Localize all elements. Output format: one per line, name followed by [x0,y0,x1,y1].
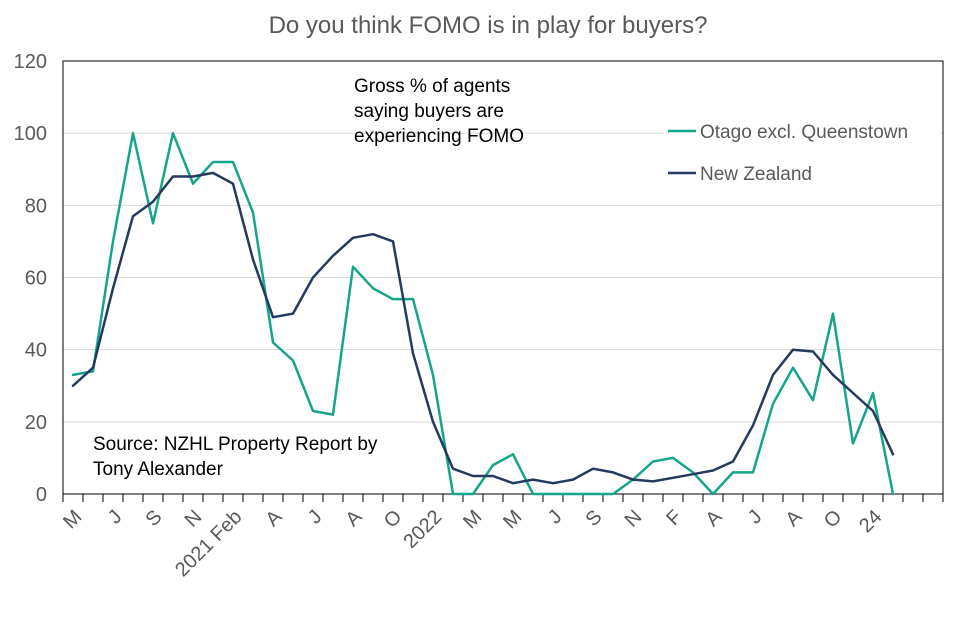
x-tick-label: A [781,505,806,530]
subtitle-line-3: experiencing FOMO [354,126,524,147]
x-tick-label: O [380,506,407,533]
subtitle-line-1: Gross % of agents [354,76,510,97]
y-tick-label-0: 0 [36,484,47,506]
y-axis-tick-labels: 0 20 40 60 80 100 120 [14,51,47,506]
x-tick-label: 24 [855,506,886,537]
source-annotation-background [86,428,426,484]
source-line-1: Source: NZHL Property Report by [93,434,378,455]
x-tick-label: S [581,506,606,531]
series-line-otago [71,131,895,496]
x-tick-label: M [459,506,486,533]
y-tick-label-20: 20 [25,412,47,434]
subtitle-line-2: saying buyers are [354,101,504,122]
x-tick-label: J [744,506,767,529]
x-tick-label: M [499,506,526,533]
x-tick-label: O [820,506,847,533]
series-line-new-zealand [71,171,895,485]
legend-label-otago: Otago excl. Queenstown [700,122,908,143]
y-tick-label-40: 40 [25,340,47,362]
x-tick-label: N [181,506,207,532]
series-lines [71,131,895,496]
x-tick-label: A [261,505,286,530]
x-tick-label: F [662,506,686,530]
y-tick-label-80: 80 [25,195,47,217]
axes [62,60,944,502]
x-tick-label: S [141,506,166,531]
y-tick-label-120: 120 [14,51,47,73]
y-tick-label-60: 60 [25,268,47,290]
x-tick-label: M [59,506,86,533]
chart-title: Do you think FOMO is in play for buyers? [269,12,708,39]
subtitle-annotation: Gross % of agents saying buyers are expe… [354,76,524,147]
source-annotation: Source: NZHL Property Report by Tony Ale… [86,428,426,484]
x-tick-label: J [544,506,567,529]
x-tick-label: J [104,506,127,529]
x-tick-label: A [701,505,726,530]
x-tick-label: J [304,506,327,529]
legend: Otago excl. Queenstown New Zealand [664,114,940,190]
x-tick-label: 2022 [399,506,446,553]
x-tick-label: N [621,506,647,532]
legend-label-new-zealand: New Zealand [700,164,812,185]
x-tick-label: A [341,505,366,530]
source-line-2: Tony Alexander [93,459,224,480]
y-tick-label-100: 100 [14,123,47,145]
legend-background [664,114,940,190]
